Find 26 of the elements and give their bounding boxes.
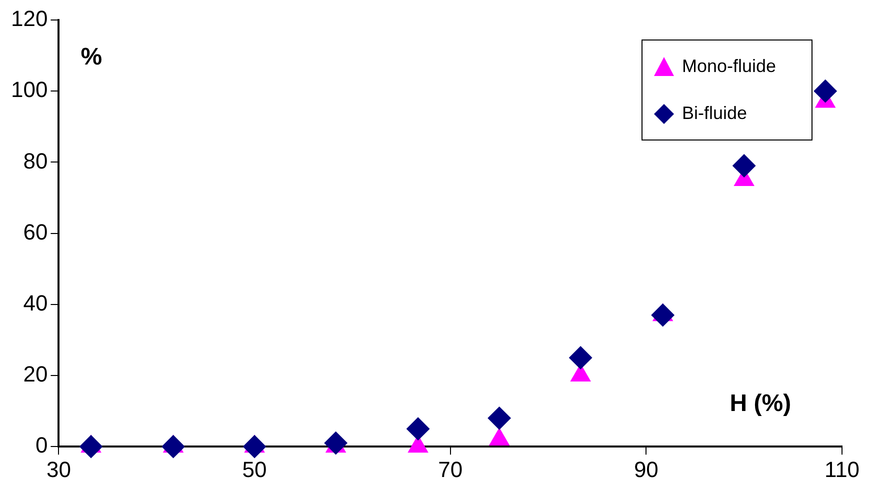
point [243,435,266,458]
legend-label: Bi-fluide [682,102,748,123]
y-tick-label: 80 [23,148,48,174]
y-tick-label: 120 [10,6,48,32]
y-tick-label: 40 [23,290,48,316]
point [488,406,511,430]
x-tick-label: 70 [438,456,463,482]
point [406,417,430,440]
x-axis-title: H (%) [730,390,792,418]
point [651,304,674,327]
x-tick-label: 90 [634,456,658,482]
point [324,432,348,455]
y-tick-label: 60 [23,219,48,244]
y-tick-label: 0 [35,432,48,458]
y-axis-title: % [80,44,102,71]
y-tick-label: 100 [10,77,48,102]
point [814,80,837,103]
x-tick-label: 50 [242,456,267,482]
point [162,435,185,458]
x-tick-label: 110 [824,456,860,482]
point [732,154,756,178]
legend-label: Mono-fluide [682,56,776,76]
point [569,346,592,370]
point [80,435,103,458]
x-tick-label: 30 [46,456,71,482]
y-tick-label: 20 [23,362,48,387]
